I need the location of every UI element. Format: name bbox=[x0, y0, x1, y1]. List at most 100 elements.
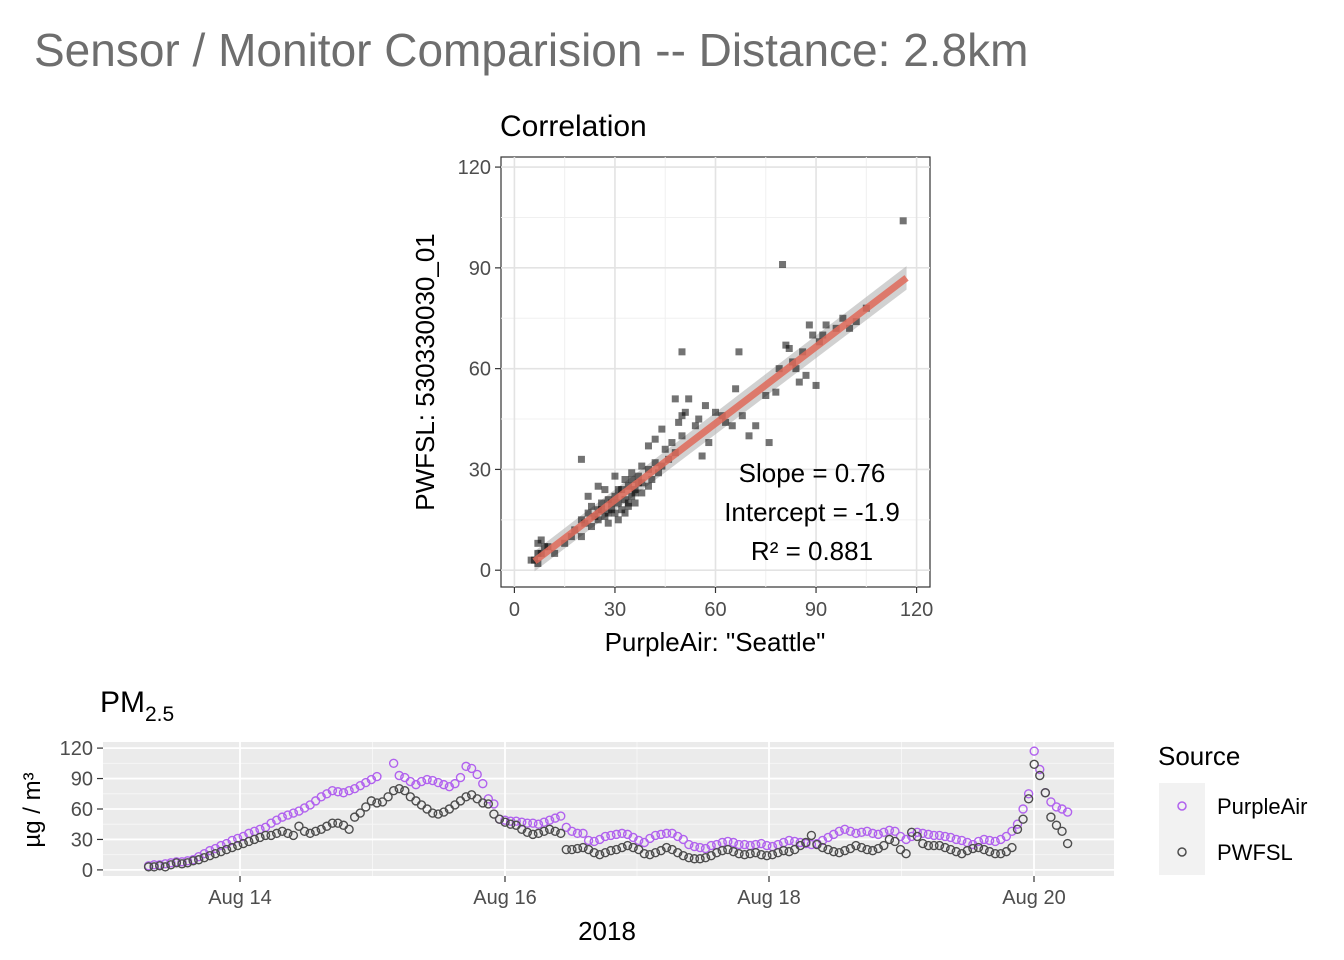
correlation-point bbox=[621, 476, 629, 483]
timeseries-point-pwfsl bbox=[433, 809, 443, 819]
timeseries-point-purpleair bbox=[444, 781, 455, 792]
timeseries-point-purpleair bbox=[544, 815, 555, 825]
timeseries-point-pwfsl bbox=[689, 854, 700, 864]
timeseries-point-pwfsl bbox=[561, 844, 572, 855]
correlation-point bbox=[802, 371, 810, 379]
correlation-point bbox=[638, 489, 646, 497]
timeseries-point-pwfsl bbox=[249, 834, 260, 845]
correlation-chart: Correlation 0 30 60 90 120 0 30 60 90 120 Slope … bbox=[410, 110, 933, 657]
timeseries-point-pwfsl bbox=[611, 844, 622, 855]
y-tick-label: 30 bbox=[469, 459, 491, 481]
timeseries-point-pwfsl bbox=[962, 845, 973, 856]
timeseries-point-pwfsl bbox=[500, 817, 510, 827]
timeseries-point-pwfsl bbox=[505, 819, 516, 829]
timeseries-point-pwfsl bbox=[700, 853, 711, 863]
correlation-point bbox=[651, 435, 659, 443]
timeseries-point-pwfsl bbox=[427, 808, 438, 818]
timeseries-point-pwfsl bbox=[1057, 826, 1067, 837]
correlation-point bbox=[604, 519, 612, 527]
annotation-intercept: Intercept = -1.9 bbox=[724, 497, 900, 527]
timeseries-point-pwfsl bbox=[973, 842, 984, 853]
timeseries-point-purpleair bbox=[595, 834, 605, 845]
timeseries-point-pwfsl bbox=[756, 849, 766, 860]
correlation-point bbox=[765, 439, 773, 447]
legend-key-pwfsl bbox=[1159, 829, 1205, 875]
correlation-point bbox=[745, 432, 753, 440]
x-tick-label: 90 bbox=[805, 599, 827, 621]
correlation-point bbox=[792, 365, 800, 373]
correlation-point bbox=[775, 365, 783, 373]
x-tick-label: Aug 16 bbox=[473, 887, 536, 909]
timeseries-point-pwfsl bbox=[595, 849, 605, 860]
timeseries-point-purpleair bbox=[840, 824, 850, 835]
y-tick-label: 0 bbox=[82, 860, 93, 882]
timeseries-point-pwfsl bbox=[177, 859, 187, 869]
timeseries-point-pwfsl bbox=[400, 786, 410, 796]
timeseries-point-purpleair bbox=[996, 834, 1006, 845]
timeseries-point-pwfsl bbox=[801, 837, 811, 848]
timeseries-point-purpleair bbox=[511, 816, 521, 826]
timeseries-point-pwfsl bbox=[945, 844, 956, 855]
timeseries-point-purpleair bbox=[1062, 807, 1073, 817]
timeseries-point-pwfsl bbox=[394, 783, 404, 794]
timeseries-point-purpleair bbox=[1012, 819, 1023, 829]
timeseries-point-purpleair bbox=[617, 828, 627, 839]
timeseries-point-purpleair bbox=[283, 810, 293, 820]
timeseries-point-pwfsl bbox=[767, 849, 778, 860]
correlation-point bbox=[772, 388, 780, 396]
timeseries-point-pwfsl bbox=[556, 828, 566, 839]
timeseries-point-purpleair bbox=[427, 775, 438, 786]
timeseries-point-purpleair bbox=[517, 817, 527, 827]
x-tick-label: Aug 18 bbox=[737, 887, 800, 909]
timeseries-point-purpleair bbox=[656, 829, 666, 840]
annotation-slope: Slope = 0.76 bbox=[739, 458, 886, 488]
timeseries-point-purpleair bbox=[450, 778, 460, 789]
correlation-point bbox=[762, 392, 770, 400]
timeseries-point-purpleair bbox=[940, 831, 950, 842]
timeseries-point-purpleair bbox=[689, 841, 700, 852]
correlation-point bbox=[628, 469, 636, 477]
timeseries-point-pwfsl bbox=[299, 826, 310, 837]
timeseries-point-purpleair bbox=[873, 829, 883, 840]
timeseries-point-pwfsl bbox=[305, 828, 315, 839]
timeseries-point-pwfsl bbox=[745, 848, 755, 859]
timeseries-point-purpleair bbox=[1051, 802, 1062, 812]
timeseries-y-ticks: 0 30 60 90 120 bbox=[60, 738, 103, 882]
timeseries-y-label: µg / m³ bbox=[19, 772, 46, 847]
timeseries-point-purpleair bbox=[271, 815, 282, 825]
timeseries-point-purpleair bbox=[634, 835, 644, 846]
timeseries-point-pwfsl bbox=[310, 826, 321, 837]
timeseries-point-purpleair bbox=[979, 834, 989, 845]
timeseries-point-purpleair bbox=[489, 799, 499, 809]
timeseries-point-purpleair bbox=[522, 818, 533, 828]
timeseries-point-pwfsl bbox=[494, 814, 505, 824]
timeseries-point-purpleair bbox=[550, 813, 560, 823]
x-tick-label: Aug 20 bbox=[1002, 887, 1065, 909]
timeseries-point-pwfsl bbox=[856, 842, 867, 853]
correlation-point bbox=[795, 378, 803, 386]
timeseries-point-purpleair bbox=[684, 839, 694, 850]
correlation-point bbox=[812, 381, 820, 389]
timeseries-point-purpleair bbox=[266, 818, 276, 828]
y-tick-label: 60 bbox=[71, 799, 93, 821]
timeseries-point-purpleair bbox=[316, 792, 326, 802]
timeseries-point-pwfsl bbox=[344, 824, 354, 835]
timeseries-point-purpleair bbox=[361, 777, 371, 788]
x-tick-label: 120 bbox=[900, 599, 933, 621]
correlation-point bbox=[678, 348, 686, 356]
timeseries-point-purpleair bbox=[901, 834, 911, 845]
correlation-point bbox=[651, 459, 659, 467]
timeseries-point-pwfsl bbox=[979, 844, 989, 855]
timeseries-x-ticks: Aug 14 Aug 16 Aug 18 Aug 20 bbox=[208, 876, 1066, 909]
timeseries-point-purpleair bbox=[333, 787, 343, 797]
timeseries-point-purpleair bbox=[238, 831, 248, 842]
timeseries-point-purpleair bbox=[756, 838, 766, 849]
correlation-point bbox=[701, 402, 709, 410]
timeseries-point-purpleair bbox=[957, 835, 967, 846]
timeseries-point-pwfsl bbox=[723, 844, 733, 855]
correlation-point bbox=[648, 476, 656, 483]
timeseries-point-pwfsl bbox=[1012, 824, 1023, 835]
timeseries-point-purpleair bbox=[706, 840, 716, 851]
correlation-point bbox=[809, 331, 817, 339]
